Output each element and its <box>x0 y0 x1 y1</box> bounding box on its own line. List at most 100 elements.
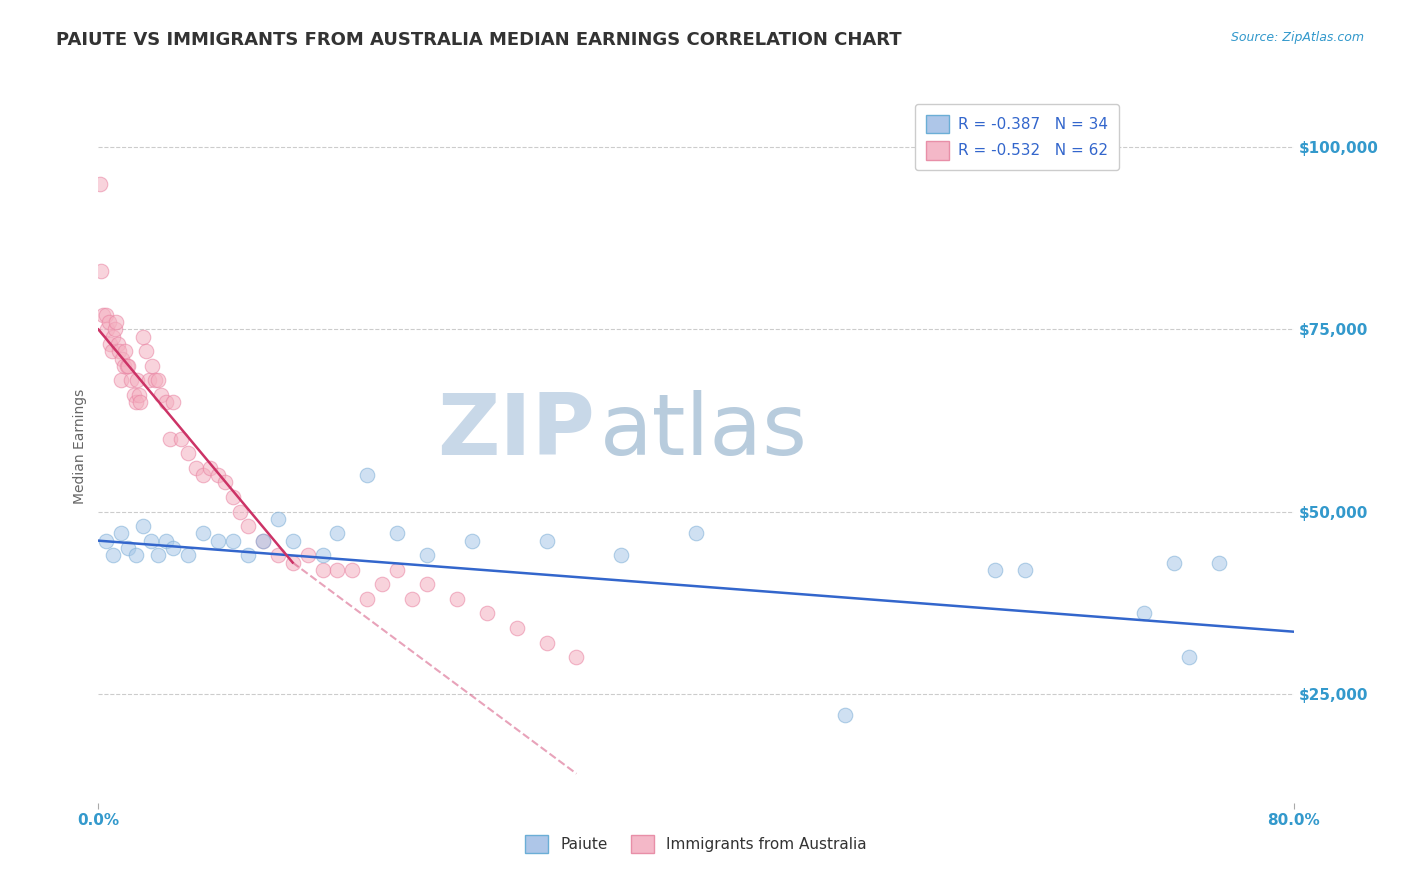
Point <box>117 359 139 373</box>
Point <box>101 344 124 359</box>
Point <box>356 468 378 483</box>
Point <box>416 577 439 591</box>
Point <box>200 460 222 475</box>
Point <box>150 388 173 402</box>
Point <box>159 432 181 446</box>
Point <box>98 337 122 351</box>
Point <box>110 374 132 388</box>
Point <box>96 322 118 336</box>
Point <box>267 512 290 526</box>
Point <box>141 359 163 373</box>
Point <box>401 591 423 606</box>
Point <box>177 548 200 562</box>
Point <box>148 374 170 388</box>
Point <box>90 264 112 278</box>
Point <box>207 533 229 548</box>
Point <box>148 548 170 562</box>
Point <box>184 460 207 475</box>
Point <box>169 432 191 446</box>
Point <box>506 621 529 635</box>
Point <box>104 322 127 336</box>
Y-axis label: Median Earnings: Median Earnings <box>73 388 87 504</box>
Point <box>177 446 200 460</box>
Point <box>229 504 252 518</box>
Point <box>94 308 117 322</box>
Point <box>385 563 409 577</box>
Point <box>135 344 157 359</box>
Point <box>191 468 214 483</box>
Point <box>139 533 162 548</box>
Point <box>138 374 160 388</box>
Point <box>125 395 148 409</box>
Point <box>610 548 633 562</box>
Point <box>97 315 120 329</box>
Text: ZIP: ZIP <box>437 390 595 474</box>
Text: PAIUTE VS IMMIGRANTS FROM AUSTRALIA MEDIAN EARNINGS CORRELATION CHART: PAIUTE VS IMMIGRANTS FROM AUSTRALIA MEDI… <box>56 31 901 49</box>
Point <box>127 374 149 388</box>
Point <box>125 548 148 562</box>
Point <box>222 490 245 504</box>
Point <box>143 374 166 388</box>
Point <box>115 359 138 373</box>
Point <box>191 526 214 541</box>
Point <box>132 330 155 344</box>
Point <box>128 388 150 402</box>
Point <box>132 519 155 533</box>
Point <box>252 533 274 548</box>
Point <box>1133 607 1156 621</box>
Point <box>111 351 134 366</box>
Point <box>1163 556 1185 570</box>
Point <box>1014 563 1036 577</box>
Point <box>155 533 177 548</box>
Point <box>103 548 125 562</box>
Point <box>105 315 128 329</box>
Text: Source: ZipAtlas.com: Source: ZipAtlas.com <box>1230 31 1364 45</box>
Point <box>117 541 139 555</box>
Point <box>281 533 304 548</box>
Point <box>326 526 349 541</box>
Point <box>834 708 856 723</box>
Point <box>236 519 259 533</box>
Point <box>326 563 349 577</box>
Point <box>207 468 229 483</box>
Point <box>94 533 117 548</box>
Point <box>342 563 364 577</box>
Point <box>371 577 394 591</box>
Point <box>267 548 290 562</box>
Point <box>983 563 1005 577</box>
Point <box>162 395 184 409</box>
Point <box>120 374 142 388</box>
Point <box>155 395 177 409</box>
Point <box>385 526 409 541</box>
Point <box>124 388 146 402</box>
Point <box>252 533 274 548</box>
Point <box>536 533 558 548</box>
Point <box>103 330 125 344</box>
Text: atlas: atlas <box>600 390 808 474</box>
Point <box>297 548 319 562</box>
Point <box>107 337 129 351</box>
Point <box>475 607 498 621</box>
Point <box>416 548 439 562</box>
Point <box>536 635 558 649</box>
Point <box>1178 650 1201 665</box>
Point <box>108 344 131 359</box>
Point <box>162 541 184 555</box>
Point <box>91 308 114 322</box>
Point <box>311 548 333 562</box>
Point <box>236 548 259 562</box>
Point <box>446 591 468 606</box>
Point <box>214 475 236 490</box>
Point <box>1208 556 1230 570</box>
Point <box>281 556 304 570</box>
Point <box>110 526 132 541</box>
Point <box>114 344 136 359</box>
Point <box>89 177 111 191</box>
Point <box>129 395 152 409</box>
Point <box>112 359 135 373</box>
Point <box>461 533 484 548</box>
Point <box>311 563 333 577</box>
Point <box>222 533 245 548</box>
Point <box>356 591 378 606</box>
Point <box>565 650 588 665</box>
